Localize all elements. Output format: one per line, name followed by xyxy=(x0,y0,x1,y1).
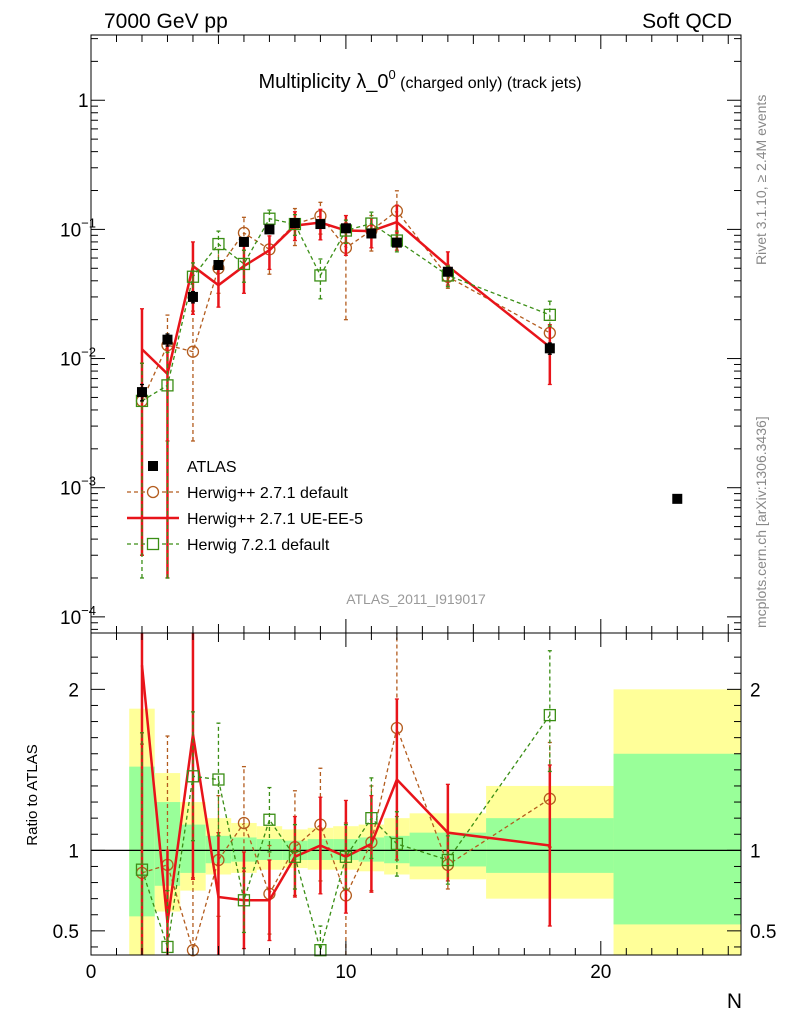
ratio-panel: 0.5 0.51 12 20 10 20 Ratio to ATLAS N xyxy=(24,632,776,1013)
y-tick-label-base: 10 xyxy=(60,479,81,500)
data-point xyxy=(162,334,173,345)
y-tick-label: 10−4 xyxy=(60,603,96,629)
data-point xyxy=(315,219,326,230)
ratio-point xyxy=(186,944,200,957)
side-label-bottom: mcplots.cern.ch [arXiv:1306.3436] xyxy=(753,416,769,628)
data-point xyxy=(264,224,275,235)
ratio-series-herwig-7-2-1-default xyxy=(135,650,556,957)
legend-label: Herwig++ 2.7.1 default xyxy=(187,485,349,502)
y-tick-label: 10−1 xyxy=(60,215,96,241)
data-point xyxy=(161,379,174,392)
x-tick-label: 0 xyxy=(86,962,97,983)
ratio-point xyxy=(314,944,327,957)
ratio-point xyxy=(543,708,556,722)
series-atlas xyxy=(136,218,555,402)
ratio-point xyxy=(212,773,225,786)
ratio-ylabel: Ratio to ATLAS xyxy=(24,744,41,845)
y-tick-label-exp: −4 xyxy=(81,603,96,618)
data-point xyxy=(213,260,224,271)
data-point xyxy=(672,493,683,504)
data-point xyxy=(314,269,327,282)
data-point xyxy=(340,223,351,234)
ratio-y-tick-label: 0.5 xyxy=(53,922,79,943)
series-line xyxy=(141,217,551,402)
data-point xyxy=(212,237,225,251)
header-right: Soft QCD xyxy=(642,10,732,33)
ratio-point xyxy=(263,813,276,826)
data-point xyxy=(238,236,249,247)
ratio-point xyxy=(365,812,378,825)
side-label-top: Rivet 3.1.10, ≥ 2.4M events xyxy=(753,95,769,265)
data-point xyxy=(186,345,200,358)
ratio-point xyxy=(186,770,200,783)
data-point xyxy=(237,257,251,271)
ratio-point xyxy=(441,853,455,867)
chart-title: Multiplicity λ_00 (charged only) (track … xyxy=(258,67,581,93)
data-point xyxy=(366,228,377,239)
main-panel: 10−410−310−210−11 Multiplicity λ_00 (cha… xyxy=(60,34,742,634)
data-point xyxy=(136,387,147,398)
series-atlas xyxy=(672,493,683,504)
y-tick-label-exp: −3 xyxy=(81,474,96,489)
y-tick-label: 10−3 xyxy=(60,474,96,500)
y-tick-label: 10−2 xyxy=(60,345,96,371)
x-tick-label: 10 xyxy=(335,962,356,983)
chart-title-suffix: (charged only) (track jets) xyxy=(396,75,582,92)
ratio-y-tick-label-right: 1 xyxy=(750,841,761,862)
data-point xyxy=(289,218,300,229)
y-tick-label: 1 xyxy=(78,91,89,112)
ratio-y-tick-label-right: 2 xyxy=(750,680,761,701)
ratio-point xyxy=(237,816,251,830)
chart-title-main: Multiplicity λ_0 xyxy=(258,71,388,93)
legend-marker xyxy=(148,461,158,471)
legend-label: ATLAS xyxy=(187,459,237,476)
ratio-point xyxy=(237,894,251,907)
ratio-point xyxy=(339,850,353,863)
data-point xyxy=(263,212,276,225)
y-tick-label-base: 10 xyxy=(60,608,81,629)
y-tick-label-base: 10 xyxy=(60,220,81,241)
chart-title-sup: 0 xyxy=(388,67,395,82)
y-tick-label-base: 10 xyxy=(60,350,81,371)
y-tick-label-exp: −2 xyxy=(81,345,96,360)
ratio-point xyxy=(390,837,404,851)
data-point xyxy=(543,308,556,321)
y-tick-label-exp: −1 xyxy=(81,215,96,230)
x-axis-label: N xyxy=(727,990,742,1013)
legend-label: Herwig++ 2.7.1 UE-EE-5 xyxy=(187,511,363,528)
ratio-y-tick-label: 2 xyxy=(68,680,79,701)
ratio-point xyxy=(135,863,149,876)
legend-marker xyxy=(146,537,160,551)
data-point xyxy=(442,266,453,277)
data-point xyxy=(544,343,555,354)
legend: ATLAS Herwig++ 2.7.1 default Herwig++ 2.7.… xyxy=(127,459,363,554)
ratio-y-tick-label: 1 xyxy=(68,841,79,862)
data-point xyxy=(187,291,198,302)
legend-marker xyxy=(146,485,160,499)
ratio-panel-frame xyxy=(90,632,742,956)
y-tick-label-base: 1 xyxy=(78,91,89,112)
ratio-y-tick-label-right: 0.5 xyxy=(750,922,776,943)
x-tick-label: 20 xyxy=(590,962,611,983)
legend-label: Herwig 7.2.1 default xyxy=(187,537,330,554)
header-left: 7000 GeV pp xyxy=(104,10,228,33)
analysis-id: ATLAS_2011_I919017 xyxy=(346,591,486,607)
uncertainty-band-green xyxy=(613,753,741,925)
ratio-point xyxy=(288,850,302,863)
data-point xyxy=(186,270,200,283)
data-point xyxy=(391,237,402,248)
